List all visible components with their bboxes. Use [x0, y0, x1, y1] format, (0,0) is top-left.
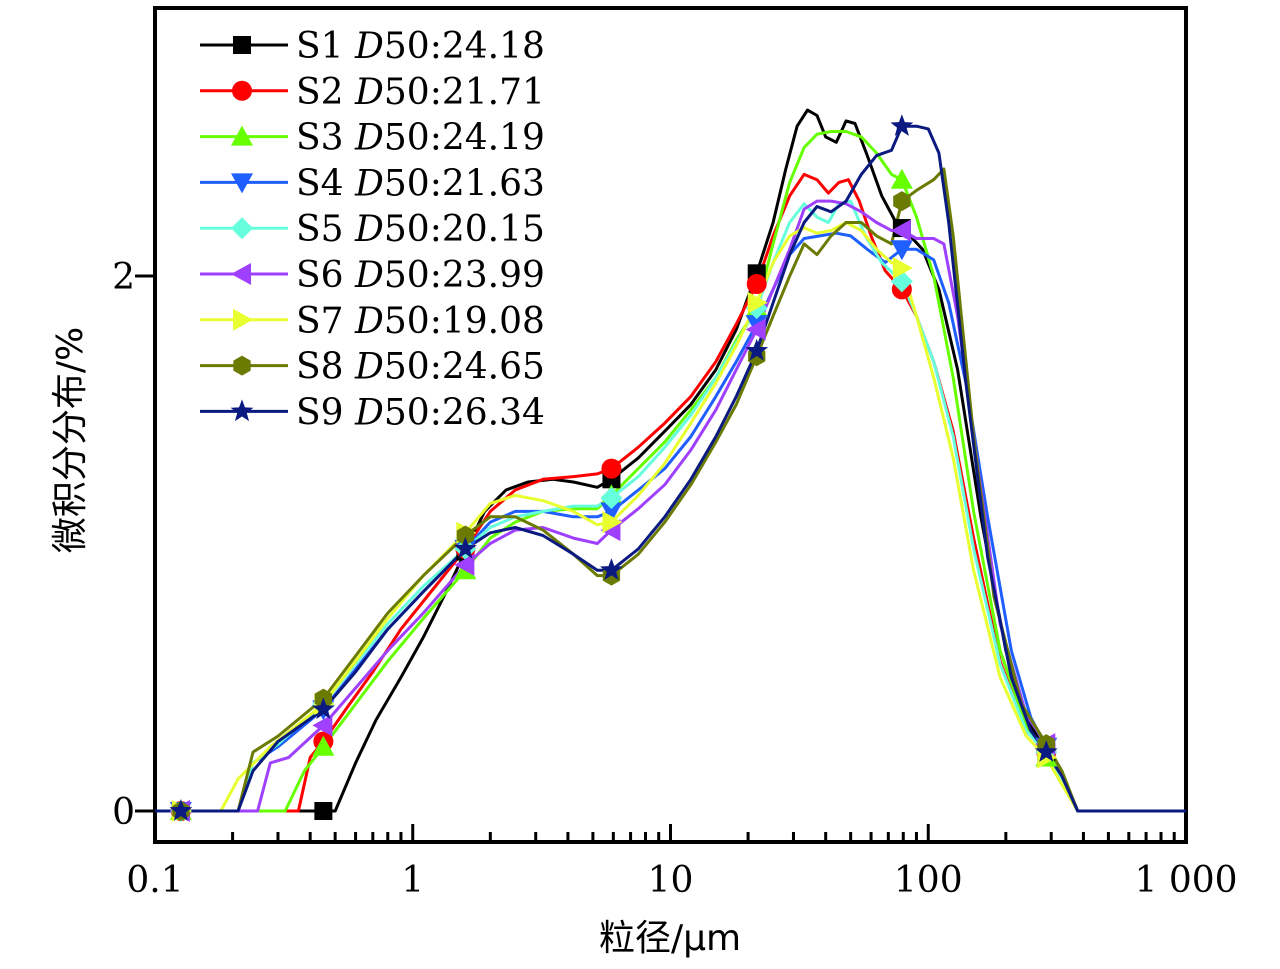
legend-sample: S5 — [296, 209, 355, 250]
axes — [135, 6, 1188, 844]
legend-d50-value: 50:19.08 — [384, 301, 545, 342]
marker-star — [230, 399, 254, 422]
legend-d50-value: 50:24.19 — [384, 118, 545, 159]
legend-sample: S6 — [296, 255, 355, 296]
legend-item-s7: S7 D50:19.08 — [200, 301, 545, 342]
legend-d50-value: 50:24.65 — [384, 347, 545, 388]
marker-star — [169, 799, 193, 821]
marker-square — [314, 802, 333, 820]
marker-star — [600, 558, 623, 580]
legend-sample: S7 — [296, 301, 355, 342]
legend-d-symbol: D — [354, 347, 384, 388]
legend-sample: S3 — [296, 118, 355, 159]
legend-d50-value: 50:23.99 — [384, 255, 545, 296]
marker-triangle-down — [600, 502, 623, 523]
legend-d-symbol: D — [354, 255, 384, 296]
x-tick-label: 1 000 — [1134, 860, 1237, 901]
legend-d50-value: 50:26.34 — [384, 392, 545, 433]
legend-d-symbol: D — [354, 163, 384, 204]
x-tick-label: 1 — [401, 860, 424, 901]
legend-item-s6: S6 D50:23.99 — [200, 255, 545, 296]
legend-label: S6 D50:23.99 — [296, 255, 545, 296]
marker-star — [453, 536, 477, 559]
marker-square — [233, 36, 251, 54]
marker-triangle-up — [231, 125, 253, 146]
legend-sample: S1 — [296, 26, 355, 67]
legend-d-symbol: D — [354, 118, 384, 159]
x-axis-title: 粒径/μm — [599, 918, 741, 959]
marker-triangle-down — [890, 240, 913, 261]
marker-triangle-down — [231, 173, 253, 194]
y-tick-label: 2 — [112, 257, 135, 298]
legend-d-symbol: D — [354, 392, 384, 433]
legend-label: S4 D50:21.63 — [296, 163, 545, 204]
marker-circle — [232, 80, 252, 101]
legend-label: S2 D50:21.71 — [296, 72, 545, 113]
legend-label: S9 D50:26.34 — [296, 392, 545, 433]
x-tick-label: 100 — [894, 860, 963, 901]
marker-triangle-left — [312, 714, 333, 737]
marker-triangle-left — [745, 318, 766, 341]
legend-label: S5 D50:20.15 — [296, 209, 545, 250]
marker-triangle-left — [454, 553, 475, 576]
series-line — [155, 124, 1186, 813]
marker-hexagon — [893, 191, 911, 212]
markers-s9 — [169, 114, 1058, 821]
x-tick-label: 10 — [648, 860, 694, 901]
legend-label: S3 D50:24.19 — [296, 118, 545, 159]
marker-triangle-right — [602, 511, 623, 534]
legend-label: S8 D50:24.65 — [296, 347, 545, 388]
legend-item-s1: S1 D50:24.18 — [200, 26, 545, 67]
tick-labels: 0.1 1 10 100 1 000 0 2 — [112, 257, 1237, 901]
legend-sample: S4 — [296, 163, 355, 204]
legend-sample: S2 — [296, 72, 355, 113]
legend-sample: S9 — [296, 392, 355, 433]
marker-triangle-left — [890, 219, 911, 242]
legend-item-s8: S8 D50:24.65 — [200, 347, 545, 388]
marker-triangle-up — [312, 735, 335, 756]
marker-triangle-right — [747, 291, 768, 314]
legend-d50-value: 50:20.15 — [384, 209, 545, 250]
legend-item-s5: S5 D50:20.15 — [200, 209, 545, 250]
marker-diamond — [231, 217, 253, 240]
marker-circle — [601, 458, 622, 479]
legend-d-symbol: D — [354, 72, 384, 113]
x-tick-label: 0.1 — [126, 860, 183, 901]
marker-triangle-left — [231, 263, 251, 285]
marker-hexagon — [456, 525, 475, 546]
legend-item-s4: S4 D50:21.63 — [200, 163, 545, 204]
marker-star — [1034, 740, 1058, 762]
marker-star — [890, 114, 914, 136]
legend-sample: S8 — [296, 347, 355, 388]
legend-item-s9: S9 D50:26.34 — [200, 392, 545, 433]
legend-item-s2: S2 D50:21.71 — [200, 72, 545, 113]
y-tick-label: 0 — [112, 792, 135, 833]
legend-item-s3: S3 D50:24.19 — [200, 118, 545, 159]
legend-d50-value: 50:24.18 — [384, 26, 545, 67]
marker-triangle-up — [890, 168, 913, 189]
marker-hexagon — [233, 355, 251, 376]
legend-d-symbol: D — [354, 26, 384, 67]
marker-star — [745, 338, 769, 361]
y-axis-title: 微积分分布/% — [50, 327, 91, 553]
legend-d50-value: 50:21.71 — [384, 72, 545, 113]
marker-circle — [746, 274, 767, 295]
marker-triangle-right — [233, 308, 253, 331]
legend-d-symbol: D — [354, 209, 384, 250]
marker-triangle-right — [892, 256, 913, 279]
marker-star — [311, 697, 335, 720]
marker-layer — [169, 114, 1058, 822]
legend-d-symbol: D — [354, 301, 384, 342]
legend-label: S7 D50:19.08 — [296, 301, 545, 342]
marker-diamond — [600, 487, 623, 510]
legend-d50-value: 50:21.63 — [384, 163, 545, 204]
legend-label: S1 D50:24.18 — [296, 26, 545, 67]
series-s9 — [155, 124, 1186, 813]
